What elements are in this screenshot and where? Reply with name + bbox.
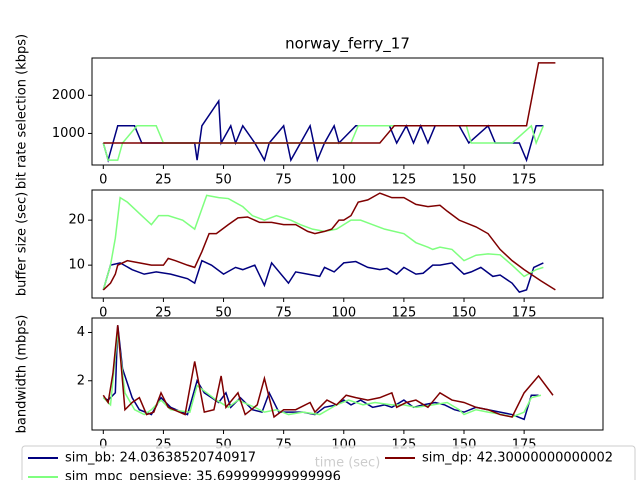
- legend-label: sim_bb: 24.03638520740917: [65, 451, 256, 466]
- series-line: [103, 62, 556, 144]
- y-tick-label: 20: [68, 213, 85, 228]
- y-axis-label: bit rate selection (kbps): [15, 34, 30, 189]
- x-tick-label: 50: [215, 173, 232, 188]
- x-tick-label: 25: [155, 173, 172, 188]
- x-tick-label: 150: [452, 306, 477, 321]
- series-line: [102, 332, 542, 418]
- x-tick-label: 0: [99, 306, 107, 321]
- y-axis-label: bandwidth (mbps): [15, 315, 30, 434]
- y-tick-label: 2: [77, 373, 85, 388]
- legend-label: sim_dp: 42.30000000000002: [422, 451, 613, 466]
- series-line: [102, 194, 544, 291]
- series-line: [102, 192, 556, 291]
- x-tick-label: 100: [331, 173, 356, 188]
- axes-frame: [91, 189, 604, 299]
- series-line: [102, 98, 544, 163]
- axes-frame: [91, 317, 604, 431]
- x-tick-label: 175: [512, 306, 537, 321]
- x-tick-label: 0: [99, 173, 107, 188]
- y-tick-label: 4: [77, 325, 85, 340]
- x-tick-label: 50: [215, 306, 232, 321]
- series-line: [102, 259, 544, 294]
- x-tick-label: 150: [452, 173, 477, 188]
- y-tick-label: 2000: [52, 88, 85, 103]
- legend-label: sim_mpc_pensieve: 35.699999999999996: [65, 470, 341, 480]
- x-tick-label: 125: [391, 173, 416, 188]
- y-axis-label: buffer size (sec): [15, 192, 30, 296]
- series-line: [102, 325, 554, 419]
- x-tick-label: 75: [275, 173, 292, 188]
- x-tick-label: 75: [275, 306, 292, 321]
- y-tick-label: 1000: [52, 126, 85, 141]
- x-tick-label: 25: [155, 306, 172, 321]
- x-tick-label: 100: [331, 306, 356, 321]
- x-tick-label: 0: [99, 438, 107, 453]
- chart-title: norway_ferry_17: [285, 35, 410, 54]
- y-tick-label: 10: [68, 258, 85, 273]
- legend-box: [21, 445, 636, 480]
- x-tick-label: 125: [391, 306, 416, 321]
- x-tick-label: 175: [512, 173, 537, 188]
- axes-frame: [91, 57, 604, 166]
